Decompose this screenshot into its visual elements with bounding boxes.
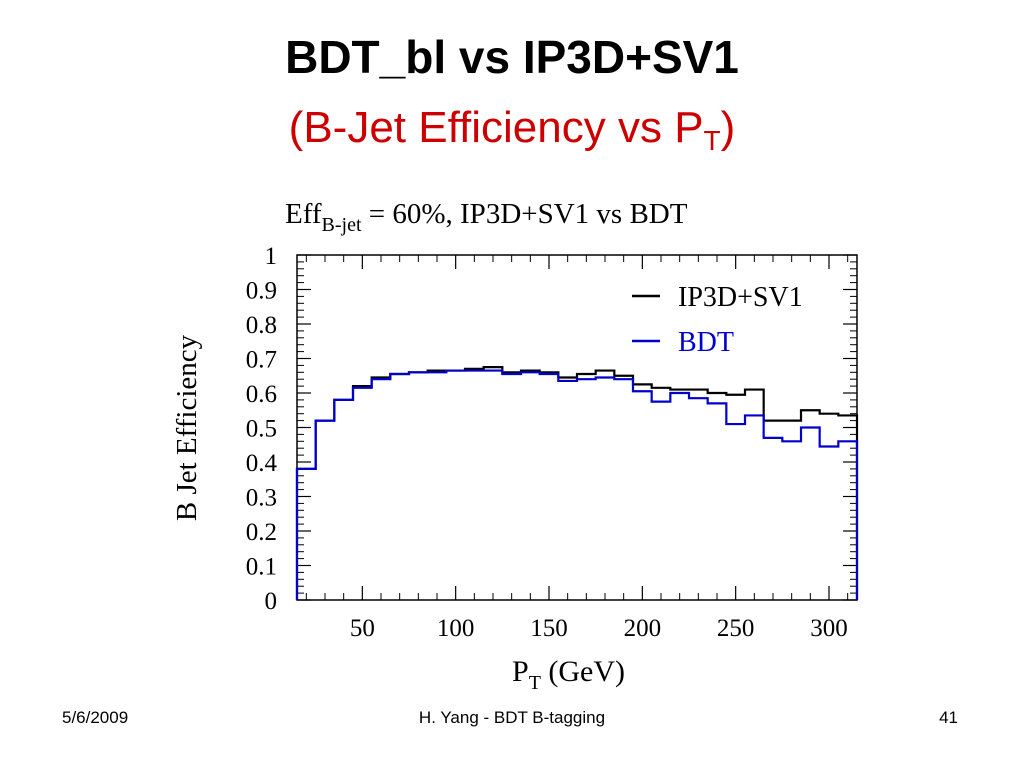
x-label-main: P (512, 655, 529, 688)
y-axis-label: B Jet Efficiency (171, 334, 203, 521)
x-tick-labels: 50 100 150 200 250 300 (350, 615, 848, 642)
legend: IP3D+SV1 BDT (632, 282, 803, 358)
x-axis-label: PT (GeV) (512, 655, 625, 694)
y-tick-label: 0.2 (246, 519, 277, 546)
x-tick-label: 50 (350, 615, 375, 642)
y-tick-label: 1 (265, 243, 278, 270)
slide-title: BDT_bl vs IP3D+SV1 (285, 31, 739, 83)
y-tick-label: 0.4 (246, 450, 278, 477)
x-tick-label: 150 (530, 615, 568, 642)
y-tick-label: 0 (265, 588, 278, 615)
axis-ticks (297, 254, 857, 601)
x-tick-label: 300 (810, 615, 848, 642)
y-tick-labels: 0 0.1 0.2 0.3 0.4 0.5 0.6 0.7 0.8 0.9 1 (246, 243, 278, 615)
chart-title: EffB-jet = 60%, IP3D+SV1 vs BDT (285, 198, 688, 236)
footer-date: 5/6/2009 (62, 708, 129, 727)
x-tick-label: 250 (717, 615, 755, 642)
subtitle-end: ) (720, 103, 736, 152)
series-line-ip3d-sv1 (295, 366, 859, 600)
footer-center: H. Yang - BDT B-tagging (418, 708, 606, 727)
subtitle-main: (B-Jet Efficiency vs P (288, 103, 704, 152)
legend-label-ip3d: IP3D+SV1 (678, 282, 803, 313)
series-line-bdt (295, 369, 859, 600)
slide-subtitle: (B-Jet Efficiency vs PT) (0, 103, 1024, 157)
series-lines (295, 366, 859, 600)
x-tick-label: 200 (624, 615, 662, 642)
y-tick-label: 0.3 (246, 485, 277, 512)
y-tick-label: 0.1 (246, 554, 277, 581)
y-tick-label: 0.7 (246, 347, 277, 374)
y-tick-label: 0.8 (246, 312, 277, 339)
chart-title-sub: B-jet (322, 214, 362, 236)
efficiency-chart: EffB-jet = 60%, IP3D+SV1 vs BDT 00.10.20… (171, 198, 859, 694)
y-tick-label: 0.6 (246, 381, 277, 408)
chart-title-main: Eff (285, 198, 322, 230)
footer-page-number: 41 (939, 708, 958, 727)
subtitle-sub: T (703, 125, 721, 156)
x-label-sub: T (529, 672, 541, 694)
x-tick-label: 100 (437, 615, 475, 642)
y-tick-label: 0.5 (246, 416, 277, 443)
chart-title-rest: = 60%, IP3D+SV1 vs BDT (362, 198, 688, 230)
legend-label-bdt: BDT (678, 327, 734, 358)
x-label-rest: (GeV) (541, 655, 625, 688)
y-tick-label: 0.9 (246, 278, 277, 305)
